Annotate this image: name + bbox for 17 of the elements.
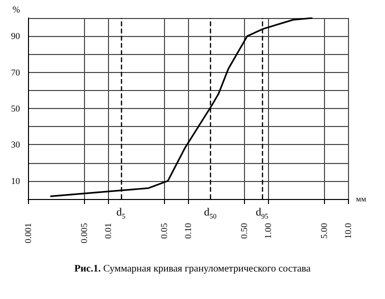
x-tick-label: 0.001 — [23, 223, 33, 244]
x-tick-label: 10.0 — [343, 222, 353, 239]
x-tick-label: 1.00 — [263, 222, 273, 239]
y-tick-label: 50 — [11, 104, 20, 114]
y-tick-label: 90 — [11, 31, 20, 42]
x-axis-title: мм — [356, 194, 366, 204]
y-tick-label: 70 — [11, 67, 20, 78]
x-tick-label: 0.005 — [78, 222, 89, 244]
x-tick-label: 0.01 — [103, 223, 113, 239]
x-tick-label: 0.05 — [158, 222, 169, 239]
y-axis-title: % — [12, 4, 20, 14]
x-tick-label: 5.00 — [318, 222, 329, 239]
x-tick-label: 0.50 — [238, 222, 249, 239]
x-tick-label: 0.10 — [183, 222, 193, 239]
y-tick-label: 30 — [11, 140, 20, 150]
text: Рис.1. Суммарная кривая гранулометрического состава — [74, 264, 312, 274]
y-tick-label: 10 — [11, 176, 20, 186]
